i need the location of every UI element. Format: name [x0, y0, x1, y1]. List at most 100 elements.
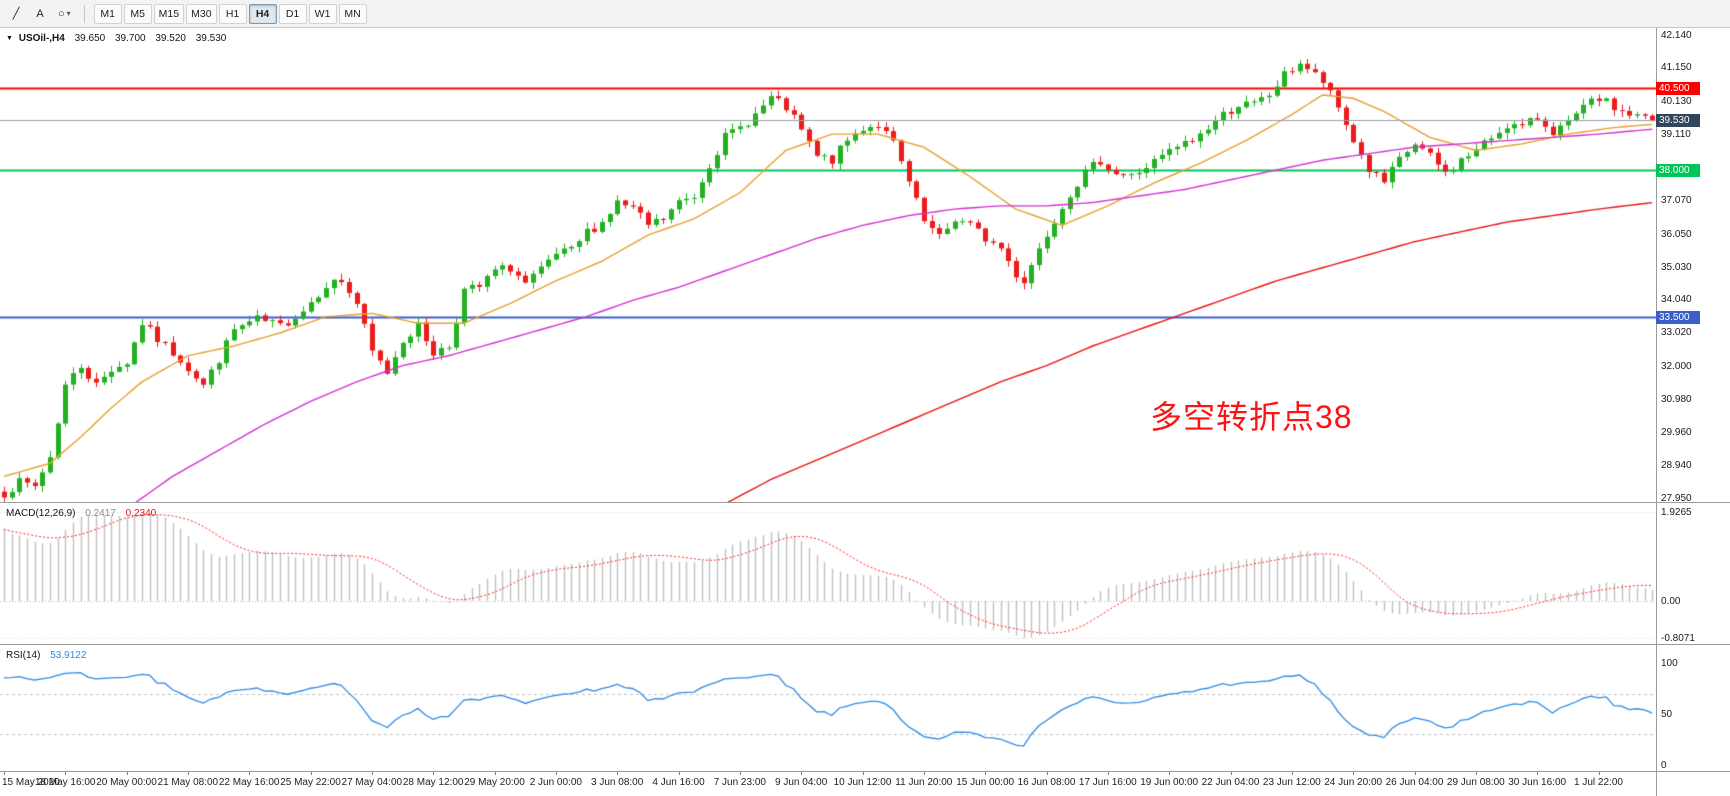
indicator-scale-label: 0.00	[1661, 596, 1681, 607]
text-tool-button[interactable]: A	[29, 4, 51, 24]
timeframe-button-h1[interactable]: H1	[218, 3, 247, 24]
timeframe-button-h4[interactable]: H4	[248, 3, 277, 24]
time-axis-tick	[311, 772, 312, 775]
time-axis-tick	[433, 772, 434, 775]
time-axis-tick	[1292, 772, 1293, 775]
time-axis-label: 15 May 2020	[2, 777, 60, 788]
time-axis-tick	[863, 772, 864, 775]
timeframe-button-m5[interactable]: M5	[123, 3, 152, 24]
rsi-indicator-label: RSI(14) 53.9122	[6, 650, 86, 661]
collapse-arrow-icon: ▼	[6, 35, 13, 42]
price-axis-label: 32.000	[1661, 360, 1692, 372]
toolbar-separator	[83, 4, 85, 23]
time-axis-label: 25 May 22:00	[280, 777, 341, 788]
timeframe-group: M1 M5 M15 M30 H1 H4 D1 W1 MN	[93, 3, 368, 24]
shapes-tool-button[interactable]: ○ ▾	[53, 4, 76, 24]
time-axis-label: 3 Jun 08:00	[591, 777, 644, 788]
time-axis-label: 22 May 16:00	[218, 777, 280, 788]
trendline-tool-button[interactable]: ╱	[5, 4, 27, 24]
time-axis-tick	[1169, 772, 1170, 775]
time-axis-label: 17 Jun 16:00	[1078, 777, 1137, 788]
price-axis-label: 33.020	[1661, 327, 1692, 339]
time-axis-label: 18 May 16:00	[34, 777, 96, 788]
chart-annotation[interactable]: 多空转折点38	[1150, 399, 1353, 435]
ohlc-open: 39.650	[74, 33, 106, 44]
toolbar: ╱ A ○ ▾ M1 M5 M15 M30 H1 H4 D1 W1 MN	[0, 0, 1730, 28]
price-scale[interactable]: 42.140 41.150 40.130 39.110 37.070 36.050 35.0…	[1656, 0, 1730, 796]
time-axis-tick	[495, 772, 496, 775]
timeframe-button-d1[interactable]: D1	[278, 3, 307, 24]
time-axis-label: 21 May 08:00	[157, 777, 219, 788]
price-axis-label: 30.980	[1661, 393, 1692, 405]
time-axis-tick	[127, 772, 128, 775]
ellipse-icon: ○	[58, 7, 65, 20]
ohlc-close: 39.530	[195, 33, 227, 44]
time-axis-label: 29 May 20:00	[464, 777, 525, 788]
panel-resize-handle[interactable]	[0, 644, 1730, 645]
time-axis-label: 19 Jun 00:00	[1140, 777, 1199, 788]
time-axis-tick	[1231, 772, 1232, 775]
price-axis-label: 28.940	[1661, 460, 1692, 472]
time-axis-label: 27 May 04:00	[341, 777, 403, 788]
panel-resize-handle[interactable]	[0, 502, 1730, 503]
price-line-badge: 33.500	[1656, 310, 1700, 324]
time-axis-tick	[4, 772, 5, 775]
indicator-scale-label: 1.9265	[1661, 507, 1692, 518]
time-axis-label: 24 Jun 20:00	[1324, 777, 1383, 788]
time-axis-tick	[65, 772, 66, 775]
time-axis-label: 16 Jun 08:00	[1017, 777, 1076, 788]
time-axis-tick	[1108, 772, 1109, 775]
main-chart-canvas[interactable]	[0, 28, 1656, 503]
rsi-canvas[interactable]	[0, 645, 1656, 772]
time-axis-tick	[372, 772, 373, 775]
time-axis-tick	[924, 772, 925, 775]
symbol-ohlc-label: ▼ USOil-,H4 39.650 39.700 39.520 39.530	[6, 33, 226, 44]
time-axis-tick	[1476, 772, 1477, 775]
timeframe-button-m30[interactable]: M30	[186, 3, 217, 24]
price-axis-label: 34.040	[1661, 294, 1692, 306]
bid-price-badge: 39.530	[1656, 114, 1700, 128]
timeframe-button-mn[interactable]: MN	[338, 3, 367, 24]
time-axis-tick	[1047, 772, 1048, 775]
indicator-scale-label: 50	[1661, 709, 1673, 720]
time-axis-tick	[556, 772, 557, 775]
price-axis-label: 37.070	[1661, 195, 1692, 207]
timeframe-button-m15[interactable]: M15	[153, 3, 185, 24]
price-axis-label: 27.950	[1661, 492, 1692, 504]
panel-resize-handle[interactable]	[0, 771, 1730, 772]
price-axis-label: 40.130	[1661, 95, 1692, 107]
trendline-icon: ╱	[12, 7, 20, 20]
rsi-value: 53.9122	[50, 650, 87, 661]
time-axis[interactable]: 15 May 2020 18 May 16:00 20 May 00:00 21 Ma…	[0, 772, 1656, 796]
time-axis-label: 30 Jun 16:00	[1508, 777, 1567, 788]
price-line-badge: 38.000	[1656, 163, 1700, 177]
timeframe-button-w1[interactable]: W1	[308, 3, 337, 24]
time-axis-label: 29 Jun 08:00	[1446, 777, 1505, 788]
macd-canvas[interactable]	[0, 503, 1656, 645]
time-axis-label: 7 Jun 23:00	[713, 777, 766, 788]
time-axis-label: 15 Jun 00:00	[956, 777, 1015, 788]
price-axis-label: 41.150	[1661, 62, 1692, 74]
time-axis-tick	[1537, 772, 1538, 775]
time-axis-tick	[740, 772, 741, 775]
time-axis-label: 23 Jun 12:00	[1262, 777, 1321, 788]
price-axis-label: 42.140	[1661, 30, 1692, 41]
rsi-name: RSI(14)	[6, 650, 41, 661]
time-axis-label: 22 Jun 04:00	[1201, 777, 1260, 788]
time-axis-label: 1 Jul 22:00	[1574, 777, 1623, 788]
time-axis-tick	[1599, 772, 1600, 775]
caret-down-icon: ▾	[66, 8, 71, 18]
price-axis-label: 36.050	[1661, 228, 1692, 240]
time-axis-tick	[249, 772, 250, 775]
timeframe-button-m1[interactable]: M1	[93, 3, 122, 24]
ohlc-high: 39.700	[115, 33, 146, 44]
time-axis-tick	[617, 772, 618, 775]
time-axis-tick	[801, 772, 802, 775]
time-axis-label: 26 Jun 04:00	[1385, 777, 1444, 788]
symbol-name: USOil-,H4	[18, 33, 65, 44]
indicator-scale-label: 100	[1661, 658, 1678, 669]
price-axis-label: 35.030	[1661, 261, 1692, 273]
price-axis-label: 39.110	[1661, 128, 1691, 140]
time-axis-tick	[1353, 772, 1354, 775]
